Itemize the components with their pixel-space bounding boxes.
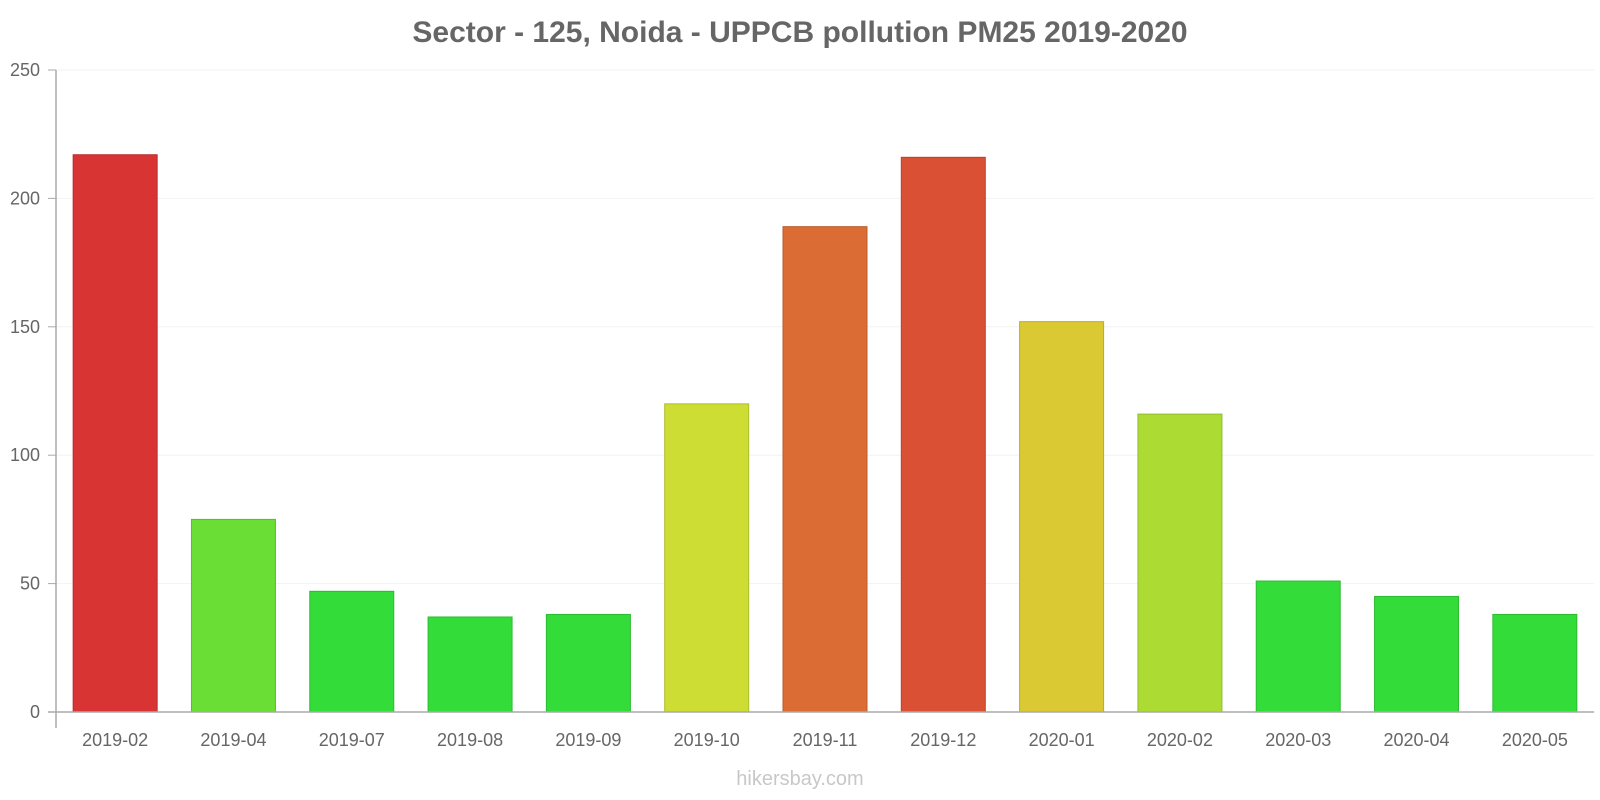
bar-2019-07[interactable]: [309, 590, 395, 713]
y-tick-label: 250: [10, 60, 40, 80]
bars: [72, 154, 1578, 713]
bar-2020-03[interactable]: [1255, 580, 1341, 713]
y-tick-label: 50: [20, 574, 40, 594]
x-tick-label: 2019-09: [555, 730, 621, 750]
y-tick-label: 200: [10, 188, 40, 208]
bar-2019-02[interactable]: [72, 154, 158, 713]
bar-2020-02[interactable]: [1137, 413, 1223, 713]
x-tick-label: 2019-11: [793, 730, 858, 750]
bar-2019-12[interactable]: [900, 156, 986, 713]
axes: [48, 69, 1594, 728]
bar-2019-09[interactable]: [545, 613, 631, 713]
x-tick-label: 2019-02: [82, 730, 148, 750]
bar-2019-04[interactable]: [190, 518, 276, 713]
bar-2020-04[interactable]: [1374, 595, 1460, 713]
bar-2020-01[interactable]: [1019, 321, 1105, 713]
x-tick-label: 2020-02: [1147, 730, 1213, 750]
x-tick-label: 2020-01: [1029, 730, 1095, 750]
bar-2019-10[interactable]: [664, 403, 750, 713]
y-tick-label: 100: [10, 445, 40, 465]
bar-2019-11[interactable]: [782, 226, 868, 713]
y-tick-label: 0: [30, 702, 40, 722]
chart-title: Sector - 125, Noida - UPPCB pollution PM…: [412, 16, 1188, 49]
x-tick-label: 2019-07: [319, 730, 385, 750]
x-tick-label: 2020-03: [1265, 730, 1331, 750]
x-tick-label: 2019-08: [437, 730, 503, 750]
x-tick-label: 2019-04: [200, 730, 266, 750]
tick-labels: 0 50 100 150 200 250 2019-02 2019-04 2019-07 2019…: [10, 60, 1568, 750]
x-tick-label: 2020-04: [1384, 730, 1450, 750]
source-watermark: hikersbay.com: [736, 768, 864, 790]
bar-2019-08[interactable]: [427, 616, 513, 713]
x-tick-label: 2020-05: [1502, 730, 1568, 750]
bar-2020-05[interactable]: [1492, 613, 1578, 713]
bar-chart: 0 50 100 150 200 250 2019-02 2019-04 2019-07 2019…: [10, 60, 1594, 750]
x-tick-label: 2019-10: [674, 730, 740, 750]
x-tick-label: 2019-12: [910, 730, 976, 750]
y-tick-label: 150: [10, 317, 40, 337]
